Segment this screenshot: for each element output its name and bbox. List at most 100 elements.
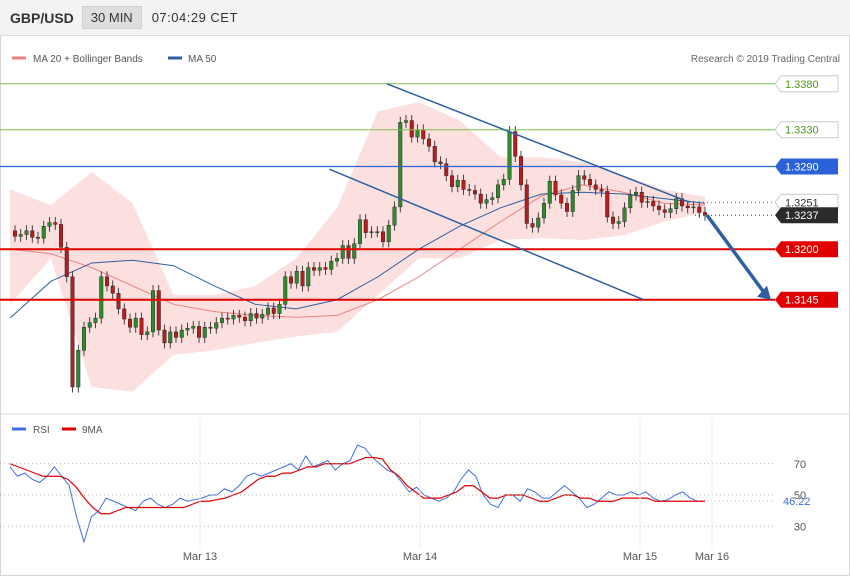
candle-body [432,146,437,163]
credit-text: Research © 2019 Trading Central [691,54,840,65]
candle-body [243,316,247,322]
symbol-label: GBP/USD [10,9,74,26]
rsi-current-label: 46.22 [783,496,811,508]
candle-body [99,276,104,319]
candle-body [266,307,270,315]
candle-body [329,260,334,270]
candle-body [174,331,178,338]
candle-body [668,208,673,213]
candle-body [214,322,219,329]
rsi-tick-label: 30 [794,521,806,533]
plot-area [9,102,707,393]
candle-body [277,304,282,314]
level-label: 1.3251 [785,197,819,209]
candle-body [30,230,35,238]
candle-body [703,212,707,216]
candle-body [524,184,529,224]
level-label: 1.3380 [785,79,819,91]
level-tag-1.3200 [775,241,838,258]
candle-body [398,122,403,208]
candle-body [237,315,242,318]
ma50-line [9,191,706,319]
channel-upper-line [386,83,690,204]
candle-body [294,271,299,284]
candle-body [392,206,397,226]
candle-body [76,350,81,388]
candle-body [87,322,92,328]
candle-body [599,189,604,192]
legend-9ma-label: 9MA [82,425,103,436]
candle-body [662,209,667,213]
rsi-plot-area [9,444,705,544]
rsi-tick-label: 70 [794,459,806,471]
candle-body [346,245,351,259]
candle-body [197,326,201,338]
bollinger-band [10,102,705,392]
candle-body [208,327,213,329]
candle-body [496,184,500,198]
candle-body [18,234,23,237]
level-tag-1.3380 [774,75,839,93]
candle-body [300,271,305,287]
level-tag-1.3145 [775,291,838,308]
candle-body [289,276,293,284]
candle-body [450,175,454,187]
candle-body [225,317,230,320]
forecast-arrow-shaft [705,214,767,295]
candle-body [312,267,316,271]
candle-body [519,156,523,186]
candle-body [691,206,696,209]
candle-body [438,161,443,164]
candle-body [685,205,690,209]
candle-body [582,175,587,180]
candle-body [41,226,46,239]
candle-body [421,129,426,140]
candle-body [547,180,552,204]
legend-ma20-label: MA 20 + Bollinger Bands [33,54,143,65]
candle-body [530,223,535,228]
level-label: 1.3290 [785,161,819,173]
candle-body [473,190,477,195]
candle-body [628,194,633,209]
timeframe-button[interactable]: 30 MIN [81,6,142,29]
rsi-tick-label: 50 [794,490,806,502]
candle-body [248,313,253,322]
candle-body [588,179,592,186]
legend: MA 20 + Bollinger Bands MA 50 Research ©… [12,54,840,436]
candle-body [507,131,512,180]
candle-body [191,326,196,329]
candle-body [53,222,58,225]
candle-body [13,230,17,237]
candle-body [467,189,472,191]
candle-body [674,198,679,209]
candle-body [651,201,656,207]
candle-body [570,190,575,212]
forecast-arrow-head [757,285,771,300]
candle-body [622,207,627,222]
candle-body [162,329,167,344]
x-tick-label: Mar 16 [695,551,729,563]
candle-body [168,331,173,344]
x-tick-label: Mar 14 [403,551,437,563]
candle-body [156,290,161,331]
candle-body [484,199,489,204]
candle-body [478,193,483,204]
candle-body [271,307,276,314]
candle-body [513,131,518,157]
candle-body [611,216,615,224]
x-tick-label: Mar 13 [183,551,217,563]
candle-body [24,230,29,235]
candle-body [179,329,184,338]
candle-body [605,191,610,218]
candle-body [444,163,449,176]
candle-body [122,308,127,320]
candle-body [116,293,121,310]
level-tag-1.3330 [774,121,839,139]
candle-body [64,247,69,277]
candle-body [220,317,224,323]
candle-body [145,331,150,335]
candle-body [352,243,357,259]
candle-body [139,317,144,335]
legend-rsi-label: RSI [33,425,50,436]
